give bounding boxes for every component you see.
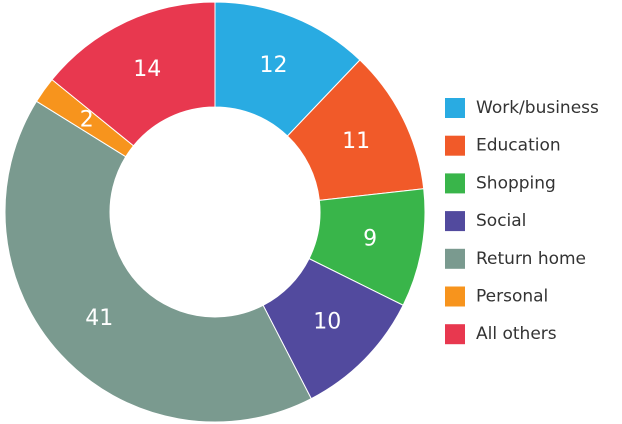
slice-label: 11 <box>342 129 370 154</box>
legend-swatch <box>445 135 465 156</box>
legend-label: Education <box>476 136 561 156</box>
legend-swatch <box>445 248 465 269</box>
donut-slice <box>4 100 312 423</box>
slice-label: 10 <box>313 309 341 334</box>
legend-label: Work/business <box>476 98 599 118</box>
legend-label: Return home <box>476 249 586 269</box>
slice-label: 12 <box>260 53 288 78</box>
legend-label: Social <box>476 211 526 231</box>
slice-label: 2 <box>80 108 94 133</box>
legend-swatch <box>445 211 465 232</box>
donut-slice <box>51 1 216 147</box>
slice-label: 9 <box>363 226 377 251</box>
slice-label: 41 <box>85 306 113 331</box>
legend-swatch <box>445 173 465 194</box>
legend-swatch <box>445 286 465 307</box>
legend-label: Shopping <box>476 173 556 193</box>
legend-label: All others <box>476 324 557 344</box>
legend-swatch <box>445 98 465 118</box>
legend-swatch <box>445 324 465 345</box>
legend-label: Personal <box>476 287 548 307</box>
slice-label: 14 <box>133 57 161 82</box>
